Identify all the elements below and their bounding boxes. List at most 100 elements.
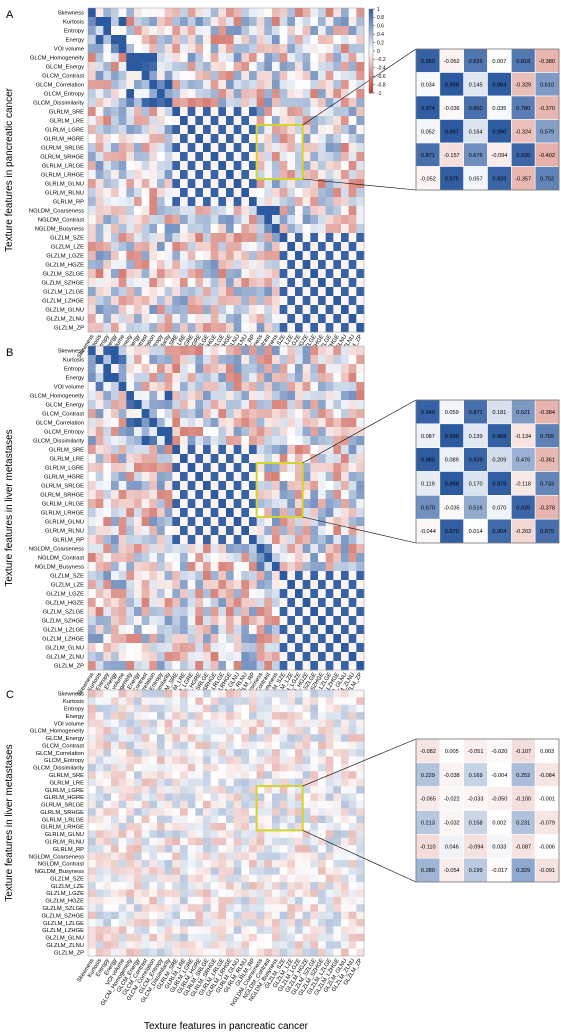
heatmap-cell: [348, 472, 357, 482]
heatmap-cell: [256, 197, 265, 207]
heatmap-cell: [134, 589, 142, 599]
heatmap-cell: [302, 17, 311, 27]
y-axis-title: Texture features in pancreatic cancer: [4, 87, 15, 252]
zoom-value: 0.871: [421, 153, 435, 159]
heatmap-cell: [241, 652, 250, 662]
heatmap-cell: [318, 690, 326, 698]
heatmap-cell: [95, 697, 104, 706]
heatmap-cell: [325, 197, 334, 207]
heatmap-cell: [218, 224, 227, 234]
heatmap-cell: [172, 786, 181, 794]
heatmap-cell: [348, 305, 357, 315]
heatmap-cell: [295, 580, 303, 590]
heatmap-cell: [157, 71, 165, 81]
heatmap-cell: [241, 436, 250, 446]
heatmap-cell: [88, 933, 96, 942]
heatmap-cell: [203, 553, 211, 563]
heatmap-cell: [333, 260, 342, 270]
heatmap-cell: [95, 233, 104, 243]
heatmap-cell: [356, 690, 365, 698]
heatmap-cell: [210, 454, 219, 464]
heatmap-cell: [164, 800, 173, 809]
heatmap-cell: [310, 643, 319, 653]
heatmap-cell: [187, 305, 196, 315]
heatmap-cell: [103, 143, 112, 153]
heatmap-cell: [187, 170, 196, 180]
heatmap-cell: [164, 472, 173, 482]
heatmap-cell: [88, 562, 96, 572]
heatmap-cell: [333, 749, 342, 757]
heatmap-cell: [134, 643, 142, 653]
heatmap-cell: [95, 17, 104, 27]
heatmap-cell: [164, 544, 173, 554]
heatmap-cell: [333, 948, 342, 957]
heatmap-cell: [187, 837, 196, 846]
heatmap-cell: [187, 409, 196, 419]
heatmap-cell: [195, 382, 204, 392]
heatmap-cell: [149, 867, 158, 876]
heatmap-cell: [203, 697, 211, 706]
heatmap-cell: [164, 490, 173, 500]
heatmap-cell: [164, 278, 173, 288]
heatmap-cell: [195, 553, 204, 563]
heatmap-cell: [295, 391, 303, 401]
heatmap-cell: [88, 224, 96, 234]
heatmap-cell: [287, 314, 296, 324]
heatmap-cell: [333, 852, 342, 861]
heatmap-cell: [333, 463, 342, 473]
heatmap-cell: [310, 941, 319, 949]
heatmap-cell: [325, 269, 334, 279]
heatmap-cell: [126, 823, 135, 831]
heatmap-cell: [256, 17, 265, 27]
heatmap-cell: [149, 800, 158, 809]
heatmap-cell: [88, 71, 96, 81]
heatmap-cell: [164, 206, 173, 216]
heatmap-cell: [141, 490, 150, 500]
heatmap-cell: [241, 607, 250, 617]
heatmap-cell: [103, 837, 112, 846]
heatmap-cell: [249, 80, 257, 90]
heatmap-cell: [195, 346, 204, 356]
heatmap-cell: [111, 933, 119, 942]
heatmap-cell: [325, 463, 334, 473]
heatmap-cell: [341, 837, 349, 846]
heatmap-cell: [272, 89, 280, 99]
heatmap-cell: [88, 134, 96, 144]
heatmap-cell: [134, 815, 142, 824]
heatmap-cell: [325, 143, 334, 153]
heatmap-cell: [111, 926, 119, 935]
heatmap-cell: [325, 763, 334, 772]
heatmap-cell: [111, 634, 119, 644]
heatmap-cell: [118, 815, 127, 824]
heatmap-cell: [126, 499, 135, 509]
heatmap-cell: [310, 882, 319, 890]
heatmap-cell: [356, 26, 365, 36]
heatmap-cell: [157, 763, 165, 772]
heatmap-cell: [134, 215, 142, 225]
heatmap-cell: [318, 278, 326, 288]
heatmap-cell: [272, 35, 280, 45]
heatmap-cell: [218, 35, 227, 45]
zoom-connector: [302, 178, 417, 191]
heatmap-cell: [279, 269, 288, 279]
heatmap-cell: [348, 882, 357, 890]
heatmap-cell: [302, 305, 311, 315]
heatmap-cell: [111, 346, 119, 356]
heatmap-cell: [302, 815, 311, 824]
heatmap-cell: [134, 278, 142, 288]
heatmap-cell: [103, 499, 112, 509]
heatmap-cell: [172, 454, 181, 464]
heatmap-cell: [310, 463, 319, 473]
heatmap-cell: [126, 62, 135, 72]
heatmap-cell: [233, 116, 242, 126]
colorbar-segment: [369, 23, 373, 27]
heatmap-cell: [134, 382, 142, 392]
heatmap-cell: [272, 161, 280, 171]
heatmap-cell: [149, 179, 158, 189]
heatmap-cell: [134, 296, 142, 306]
heatmap-cell: [118, 251, 127, 261]
heatmap-cell: [157, 508, 165, 518]
heatmap-cell: [295, 26, 303, 36]
heatmap-cell: [88, 823, 96, 831]
y-tick-label: Entropy: [64, 367, 84, 373]
